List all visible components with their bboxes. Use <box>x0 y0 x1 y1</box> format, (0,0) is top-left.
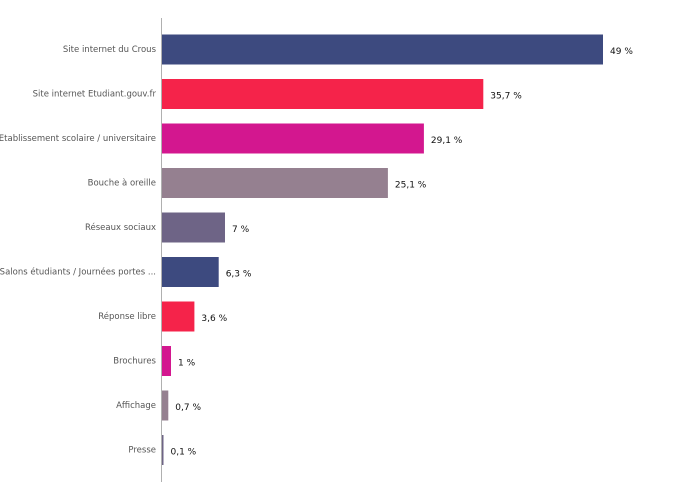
bar <box>162 435 164 465</box>
labels-layer: Site internet du Crous 49 % Site internet … <box>0 45 633 458</box>
category-label: Site internet Etudiant.gouv.fr <box>33 90 157 100</box>
value-label: 0,7 % <box>175 403 201 413</box>
value-label: 29,1 % <box>431 136 463 146</box>
bar <box>162 168 388 198</box>
bar <box>162 390 169 421</box>
bar <box>162 212 225 243</box>
bar <box>162 257 219 287</box>
bar <box>162 301 195 332</box>
category-label: Brochures <box>113 357 156 367</box>
bar <box>162 346 171 376</box>
category-label: Bouche à oreille <box>88 179 156 189</box>
value-label: 1 % <box>178 359 196 369</box>
value-label: 0,1 % <box>171 448 197 458</box>
category-label: Affichage <box>116 401 156 411</box>
category-label: Etablissement scolaire / universitaire <box>0 134 156 144</box>
category-label: Site internet du Crous <box>63 45 157 55</box>
value-label: 49 % <box>610 47 633 57</box>
value-label: 6,3 % <box>226 270 252 280</box>
category-label: Réponse libre <box>98 311 156 322</box>
value-label: 35,7 % <box>490 92 522 102</box>
value-label: 7 % <box>232 225 250 235</box>
bar <box>162 34 603 65</box>
value-label: 3,6 % <box>201 314 227 324</box>
bar <box>162 123 424 154</box>
category-label: Presse <box>128 446 156 456</box>
category-label: Salons étudiants / Journées portes ... <box>0 267 156 278</box>
value-label: 25,1 % <box>395 181 427 191</box>
category-label: Réseaux sociaux <box>85 222 156 233</box>
bars-layer <box>162 34 603 465</box>
bar <box>162 79 484 109</box>
